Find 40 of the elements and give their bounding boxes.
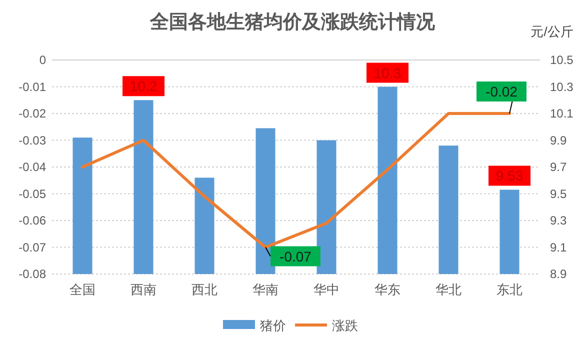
x-tick-label: 全国 bbox=[70, 282, 96, 297]
y2-tick-label: 9.7 bbox=[550, 160, 568, 174]
y2-tick-label: 9.5 bbox=[550, 186, 568, 201]
y-tick-label: 0 bbox=[39, 53, 46, 67]
data-label: -0.07 bbox=[280, 248, 312, 264]
x-tick-label: 西南 bbox=[130, 282, 156, 297]
data-label: -0.02 bbox=[486, 84, 518, 100]
y-tick-label: -0.07 bbox=[18, 240, 46, 254]
legend-label: 猪价 bbox=[260, 318, 286, 333]
y2-tick-label: 10.3 bbox=[550, 80, 574, 94]
y-tick-label: -0.03 bbox=[18, 133, 46, 148]
label: -0.07 bbox=[265, 246, 320, 266]
y2-tick-label: 9.3 bbox=[550, 214, 568, 228]
x-tick-label: 华北 bbox=[436, 282, 462, 297]
label: 10.3 bbox=[366, 62, 408, 83]
y-tick-label: -0.05 bbox=[18, 186, 46, 201]
label: 9.53 bbox=[488, 166, 530, 186]
y-tick-label: -0.02 bbox=[18, 106, 46, 120]
y-tick-label: -0.01 bbox=[18, 80, 46, 94]
label: -0.02 bbox=[476, 82, 526, 114]
data-label: 9.53 bbox=[496, 168, 524, 184]
data-label: 10.2 bbox=[130, 78, 158, 94]
y-tick-label: -0.08 bbox=[18, 267, 46, 281]
legend-label: 涨跌 bbox=[332, 318, 358, 333]
x-tick-label: 华南 bbox=[252, 282, 278, 297]
y2-tick-label: 10.1 bbox=[550, 106, 574, 120]
chart-title: 全国各地生猪均价及涨跌统计情况 bbox=[149, 11, 436, 33]
x-tick-label: 东北 bbox=[496, 282, 522, 297]
y2-tick-label: 9.1 bbox=[550, 240, 568, 254]
y-tick-label: -0.04 bbox=[18, 160, 46, 174]
x-tick-label: 西北 bbox=[192, 282, 218, 297]
y2-tick-label: 9.9 bbox=[550, 133, 568, 148]
x-tick-label: 华东 bbox=[374, 282, 400, 297]
y-tick-label: -0.06 bbox=[18, 214, 46, 228]
y2-tick-label: 10.5 bbox=[550, 53, 574, 67]
label: 10.2 bbox=[122, 76, 164, 96]
y2-tick-label: 8.9 bbox=[550, 267, 568, 281]
x-tick-label: 华中 bbox=[314, 282, 340, 297]
y2-axis-title: 元/公斤 bbox=[530, 24, 574, 39]
data-label: 10.3 bbox=[374, 64, 402, 81]
